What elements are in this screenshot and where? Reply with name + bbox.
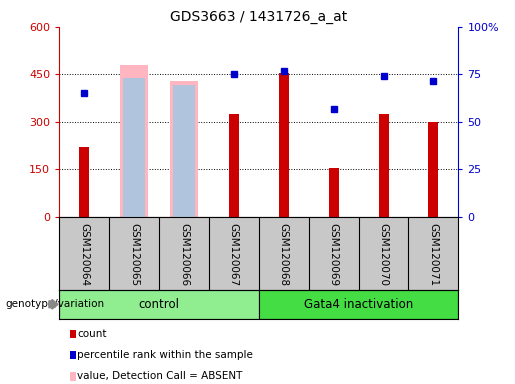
Bar	[173, 86, 195, 217]
Text: GSM120066: GSM120066	[179, 223, 189, 286]
Text: GSM120071: GSM120071	[428, 223, 438, 286]
Bar	[229, 114, 239, 217]
Bar	[329, 168, 339, 217]
Bar	[59, 290, 259, 319]
Bar	[79, 147, 89, 217]
Text: count: count	[77, 329, 107, 339]
Bar	[123, 78, 145, 217]
Bar	[259, 290, 458, 319]
Text: GSM120069: GSM120069	[329, 223, 339, 286]
Bar	[170, 81, 198, 217]
Text: GSM120065: GSM120065	[129, 223, 139, 286]
Text: genotype/variation: genotype/variation	[5, 299, 104, 310]
Bar	[428, 122, 438, 217]
Bar	[121, 65, 148, 217]
Bar	[279, 73, 289, 217]
Bar	[379, 114, 388, 217]
Text: GSM120068: GSM120068	[279, 223, 289, 286]
Text: percentile rank within the sample: percentile rank within the sample	[77, 350, 253, 360]
Text: GSM120067: GSM120067	[229, 223, 239, 286]
Text: value, Detection Call = ABSENT: value, Detection Call = ABSENT	[77, 371, 242, 381]
Title: GDS3663 / 1431726_a_at: GDS3663 / 1431726_a_at	[170, 10, 348, 25]
Text: Gata4 inactivation: Gata4 inactivation	[304, 298, 413, 311]
Text: GSM120064: GSM120064	[79, 223, 89, 286]
Text: GSM120070: GSM120070	[379, 223, 388, 286]
Text: control: control	[139, 298, 180, 311]
